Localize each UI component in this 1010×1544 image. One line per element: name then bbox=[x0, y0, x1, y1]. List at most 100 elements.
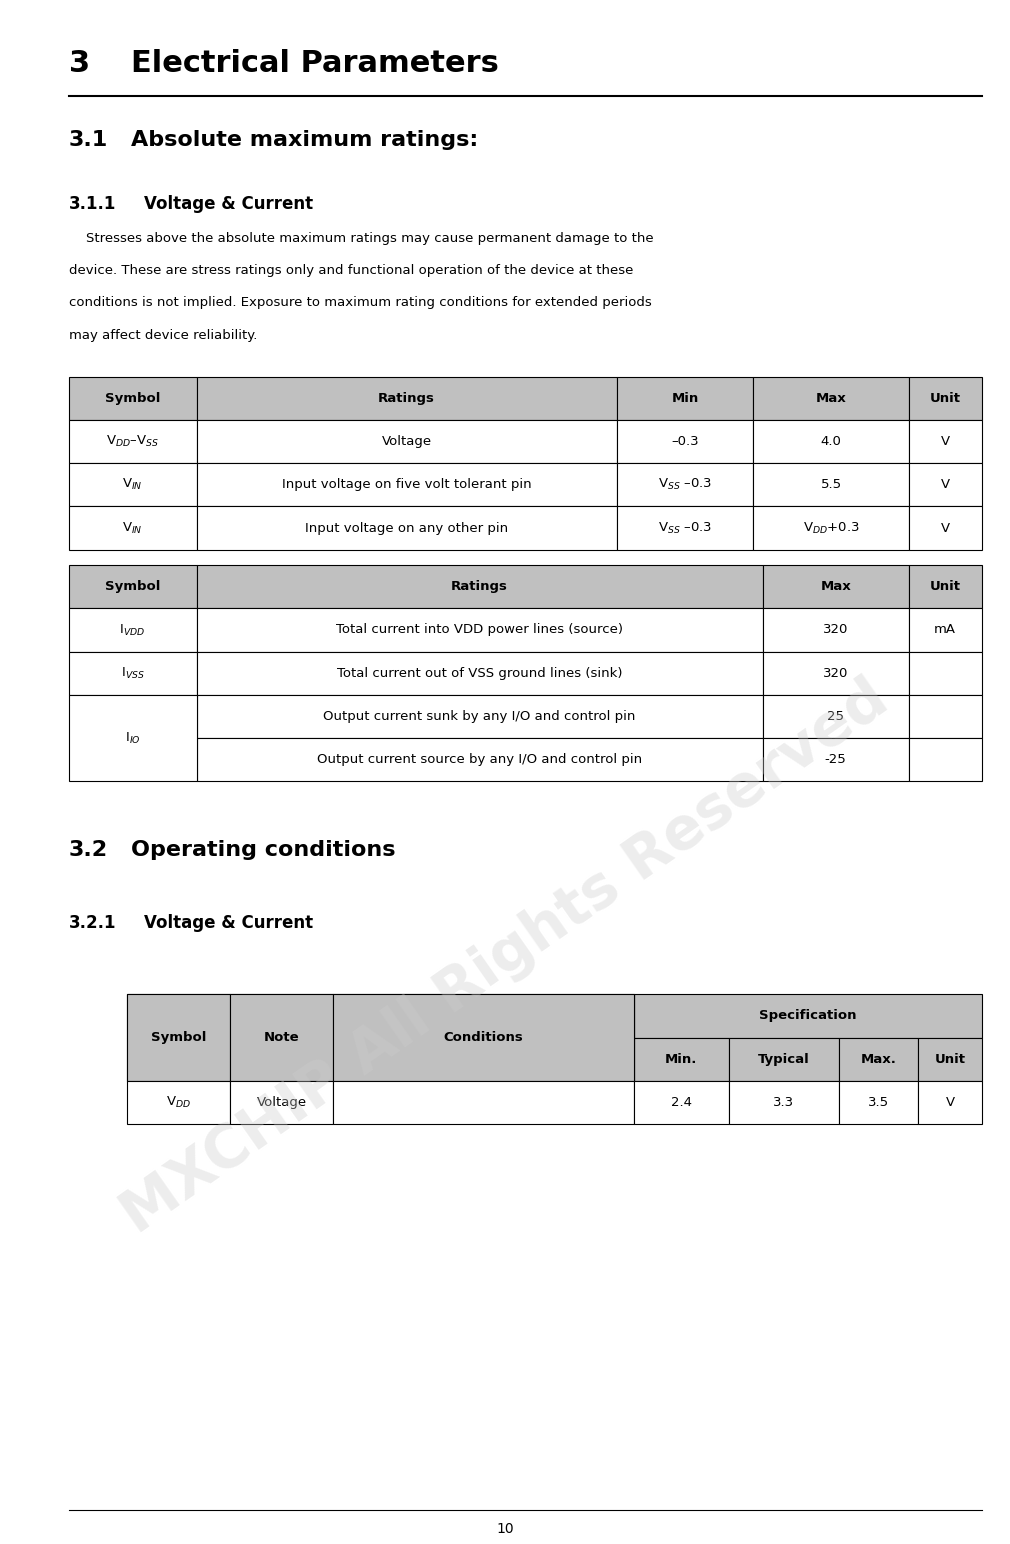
Bar bbox=[197, 652, 763, 695]
Text: –0.3: –0.3 bbox=[672, 435, 699, 448]
Text: device. These are stress ratings only and functional operation of the device at : device. These are stress ratings only an… bbox=[69, 264, 633, 276]
Bar bbox=[728, 1081, 839, 1124]
Text: Input voltage on five volt tolerant pin: Input voltage on five volt tolerant pin bbox=[282, 479, 531, 491]
Text: 3.1: 3.1 bbox=[69, 130, 108, 150]
Bar bbox=[763, 608, 909, 652]
Text: Specification: Specification bbox=[759, 1010, 856, 1022]
Text: Voltage: Voltage bbox=[382, 435, 431, 448]
Bar bbox=[230, 1038, 333, 1081]
Text: Stresses above the absolute maximum ratings may cause permanent damage to the: Stresses above the absolute maximum rati… bbox=[69, 232, 653, 244]
Bar bbox=[69, 420, 197, 463]
Text: V$_{DD}$: V$_{DD}$ bbox=[167, 1095, 191, 1110]
Text: conditions is not implied. Exposure to maximum rating conditions for extended pe: conditions is not implied. Exposure to m… bbox=[69, 296, 651, 309]
Text: 5.5: 5.5 bbox=[820, 479, 841, 491]
Text: 3.3: 3.3 bbox=[774, 1096, 795, 1109]
Text: 3.2.1: 3.2.1 bbox=[69, 914, 116, 933]
Text: Voltage & Current: Voltage & Current bbox=[144, 914, 313, 933]
Bar bbox=[230, 994, 333, 1081]
Text: Total current into VDD power lines (source): Total current into VDD power lines (sour… bbox=[336, 624, 623, 636]
Bar bbox=[616, 463, 753, 506]
Bar bbox=[909, 565, 982, 608]
Bar bbox=[616, 377, 753, 420]
Bar bbox=[763, 695, 909, 738]
Text: 3.2: 3.2 bbox=[69, 840, 108, 860]
Text: Operating conditions: Operating conditions bbox=[131, 840, 396, 860]
Text: 320: 320 bbox=[823, 667, 848, 679]
Text: V$_{DD}$+0.3: V$_{DD}$+0.3 bbox=[803, 520, 860, 536]
Text: Total current out of VSS ground lines (sink): Total current out of VSS ground lines (s… bbox=[336, 667, 622, 679]
Text: 4.0: 4.0 bbox=[821, 435, 841, 448]
Text: Unit: Unit bbox=[934, 1053, 966, 1065]
Bar bbox=[753, 463, 909, 506]
Bar bbox=[127, 994, 230, 1038]
Text: Conditions: Conditions bbox=[443, 1031, 523, 1044]
Bar bbox=[633, 1038, 728, 1081]
Bar bbox=[69, 565, 197, 608]
Text: V$_{IN}$: V$_{IN}$ bbox=[122, 477, 142, 493]
Bar bbox=[127, 994, 230, 1081]
Bar bbox=[69, 463, 197, 506]
Text: Unit: Unit bbox=[929, 392, 961, 405]
Text: MXCHIP All Rights Reserved: MXCHIP All Rights Reserved bbox=[111, 670, 899, 1244]
Text: V: V bbox=[945, 1096, 954, 1109]
Text: Min.: Min. bbox=[665, 1053, 697, 1065]
Text: Unit: Unit bbox=[929, 581, 961, 593]
Text: V$_{SS}$ –0.3: V$_{SS}$ –0.3 bbox=[658, 477, 712, 493]
Bar bbox=[909, 420, 982, 463]
Text: Max: Max bbox=[820, 581, 851, 593]
Bar bbox=[753, 377, 909, 420]
Bar bbox=[633, 994, 982, 1038]
Bar bbox=[633, 1081, 728, 1124]
Bar bbox=[839, 1081, 918, 1124]
Bar bbox=[728, 1038, 839, 1081]
Bar bbox=[197, 738, 763, 781]
Text: Symbol: Symbol bbox=[105, 581, 161, 593]
Text: 2.4: 2.4 bbox=[671, 1096, 692, 1109]
Bar bbox=[197, 565, 763, 608]
Bar bbox=[197, 463, 616, 506]
Bar bbox=[197, 506, 616, 550]
Bar bbox=[909, 377, 982, 420]
Text: 3: 3 bbox=[69, 49, 90, 79]
Bar bbox=[753, 506, 909, 550]
Bar bbox=[230, 994, 333, 1038]
Bar bbox=[197, 695, 763, 738]
Bar bbox=[127, 1038, 230, 1081]
Text: Absolute maximum ratings:: Absolute maximum ratings: bbox=[131, 130, 479, 150]
Bar bbox=[909, 608, 982, 652]
Bar bbox=[333, 994, 633, 1081]
Bar bbox=[909, 463, 982, 506]
Bar bbox=[918, 1038, 982, 1081]
Text: may affect device reliability.: may affect device reliability. bbox=[69, 329, 258, 341]
Bar bbox=[839, 1038, 918, 1081]
Text: Output current source by any I/O and control pin: Output current source by any I/O and con… bbox=[317, 753, 642, 766]
Text: I$_{VSS}$: I$_{VSS}$ bbox=[120, 665, 144, 681]
Text: -25: -25 bbox=[825, 753, 846, 766]
Bar bbox=[909, 506, 982, 550]
Bar bbox=[616, 420, 753, 463]
Text: Ratings: Ratings bbox=[378, 392, 435, 405]
Bar bbox=[763, 565, 909, 608]
Bar bbox=[616, 506, 753, 550]
Text: 3.1.1: 3.1.1 bbox=[69, 195, 116, 213]
Text: Min: Min bbox=[672, 392, 699, 405]
Bar bbox=[69, 377, 197, 420]
Bar bbox=[333, 1081, 633, 1124]
Text: V: V bbox=[940, 479, 949, 491]
Bar bbox=[909, 695, 982, 738]
Text: V$_{SS}$ –0.3: V$_{SS}$ –0.3 bbox=[658, 520, 712, 536]
Bar bbox=[763, 652, 909, 695]
Text: Input voltage on any other pin: Input voltage on any other pin bbox=[305, 522, 508, 534]
Bar bbox=[909, 738, 982, 781]
Text: Voltage: Voltage bbox=[257, 1096, 307, 1109]
Text: mA: mA bbox=[934, 624, 956, 636]
Bar bbox=[753, 420, 909, 463]
Text: Note: Note bbox=[264, 1031, 299, 1044]
Text: Symbol: Symbol bbox=[105, 392, 161, 405]
Bar bbox=[909, 652, 982, 695]
Bar bbox=[69, 506, 197, 550]
Bar bbox=[230, 1081, 333, 1124]
Bar bbox=[333, 1038, 633, 1081]
Text: Electrical Parameters: Electrical Parameters bbox=[131, 49, 499, 79]
Text: Typical: Typical bbox=[759, 1053, 810, 1065]
